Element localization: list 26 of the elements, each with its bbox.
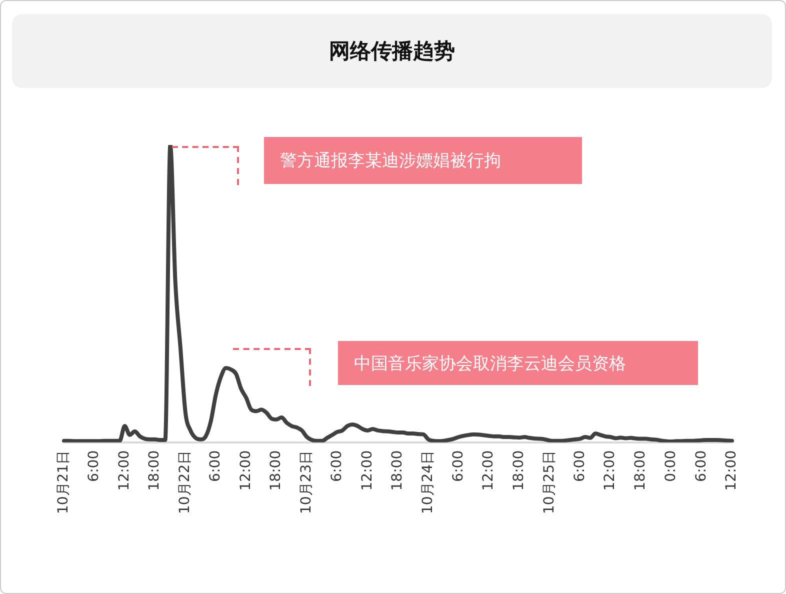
x-tick-label: 6:00 — [572, 450, 588, 482]
x-tick-label: 6:00 — [693, 450, 710, 482]
x-tick-label: 10月22日 — [177, 450, 194, 514]
x-tick-label: 18:00 — [511, 450, 528, 491]
x-tick-label: 6:00 — [328, 450, 345, 482]
callout-box: 中国音乐家协会取消李云迪会员资格 — [338, 341, 698, 385]
x-tick-label: 12:00 — [602, 450, 618, 491]
x-tick-label: 18:00 — [146, 450, 163, 491]
chart-title: 网络传播趋势 — [12, 14, 772, 88]
x-tick-label: 10月24日 — [420, 450, 436, 514]
x-tick-label: 18:00 — [390, 450, 406, 491]
x-tick-label: 10月21日 — [56, 450, 72, 514]
x-tick-label: 12:00 — [480, 450, 497, 491]
x-tick-label: 6:00 — [450, 450, 466, 482]
callout-box: 警方通报李某迪涉嫖娼被行拘 — [264, 137, 582, 184]
x-tick-label: 18:00 — [268, 450, 284, 491]
x-tick-label: 12:00 — [116, 450, 132, 491]
x-tick-label: 0:00 — [662, 450, 679, 482]
x-tick-label: 10月23日 — [298, 450, 315, 514]
x-tick-label: 6:00 — [86, 450, 102, 482]
x-tick-label: 10月25日 — [541, 450, 558, 514]
x-tick-label: 18:00 — [632, 450, 649, 491]
x-tick-label: 12:00 — [238, 450, 254, 491]
x-tick-label: 12:00 — [359, 450, 376, 491]
x-tick-label: 6:00 — [207, 450, 224, 482]
x-tick-label: 12:00 — [724, 450, 740, 491]
